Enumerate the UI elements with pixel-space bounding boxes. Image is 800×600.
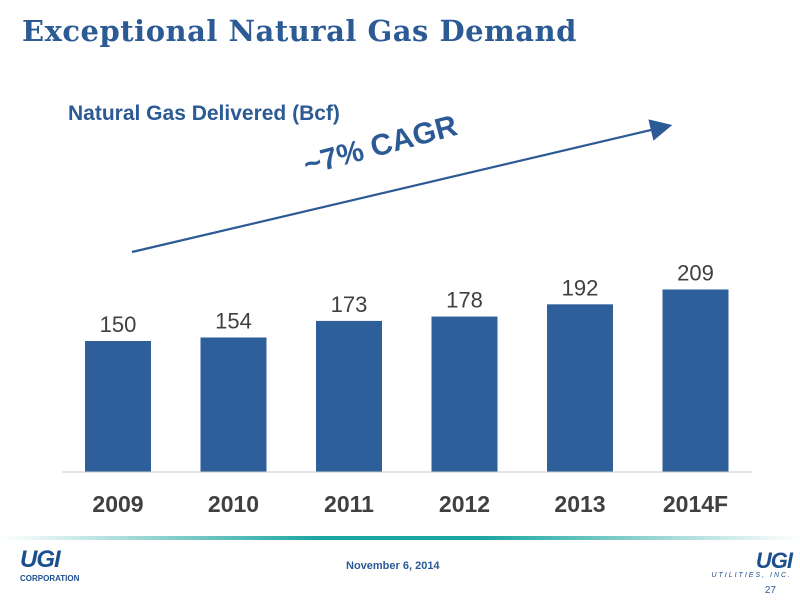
footer-divider <box>0 536 800 540</box>
ugi-utilities-logo: UGI UTILITIES, INC. <box>700 548 793 582</box>
x-tick-2011: 2011 <box>324 491 374 517</box>
ugi-utilities-logo-subtitle: UTILITIES, INC. <box>711 572 792 579</box>
chart-title: Natural Gas Delivered (Bcf) <box>68 102 340 125</box>
data-label-2009: 150 <box>100 312 137 337</box>
x-tick-2010: 2010 <box>208 491 259 517</box>
bar-group <box>85 289 729 472</box>
x-tick-2014F: 2014F <box>663 491 728 517</box>
bar-2014F <box>662 289 729 472</box>
data-label-2014F: 209 <box>677 260 714 285</box>
data-label-2012: 178 <box>446 288 483 313</box>
data-label-2011: 173 <box>331 292 368 317</box>
data-label-group: 150 154 173 178 192 209 <box>100 260 714 337</box>
x-tick-group: 2009 2010 2011 2012 2013 2014F <box>92 491 728 517</box>
cagr-arrow-line <box>131 119 673 254</box>
bar-2013 <box>547 304 613 472</box>
ugi-corporation-logo: UGI CORPORATION <box>20 548 90 588</box>
data-label-2013: 192 <box>562 275 599 300</box>
bar-2009 <box>85 341 151 472</box>
data-label-2010: 154 <box>215 309 252 334</box>
cagr-arrow <box>131 119 673 254</box>
footer-date: November 6, 2014 <box>346 560 440 572</box>
bar-2010 <box>200 337 267 472</box>
page-number: 27 <box>764 585 776 596</box>
slide-title: Exceptional Natural Gas Demand <box>22 14 577 48</box>
bar-2011 <box>316 320 382 472</box>
x-tick-2013: 2013 <box>554 491 605 517</box>
x-tick-2009: 2009 <box>92 491 143 517</box>
bar-2012 <box>431 316 498 472</box>
ugi-logo-mark: UGI <box>20 546 61 573</box>
ugi-logo-subtitle: CORPORATION <box>20 574 80 583</box>
x-tick-2012: 2012 <box>439 491 490 517</box>
ugi-utilities-logo-mark: UGI <box>755 548 793 573</box>
